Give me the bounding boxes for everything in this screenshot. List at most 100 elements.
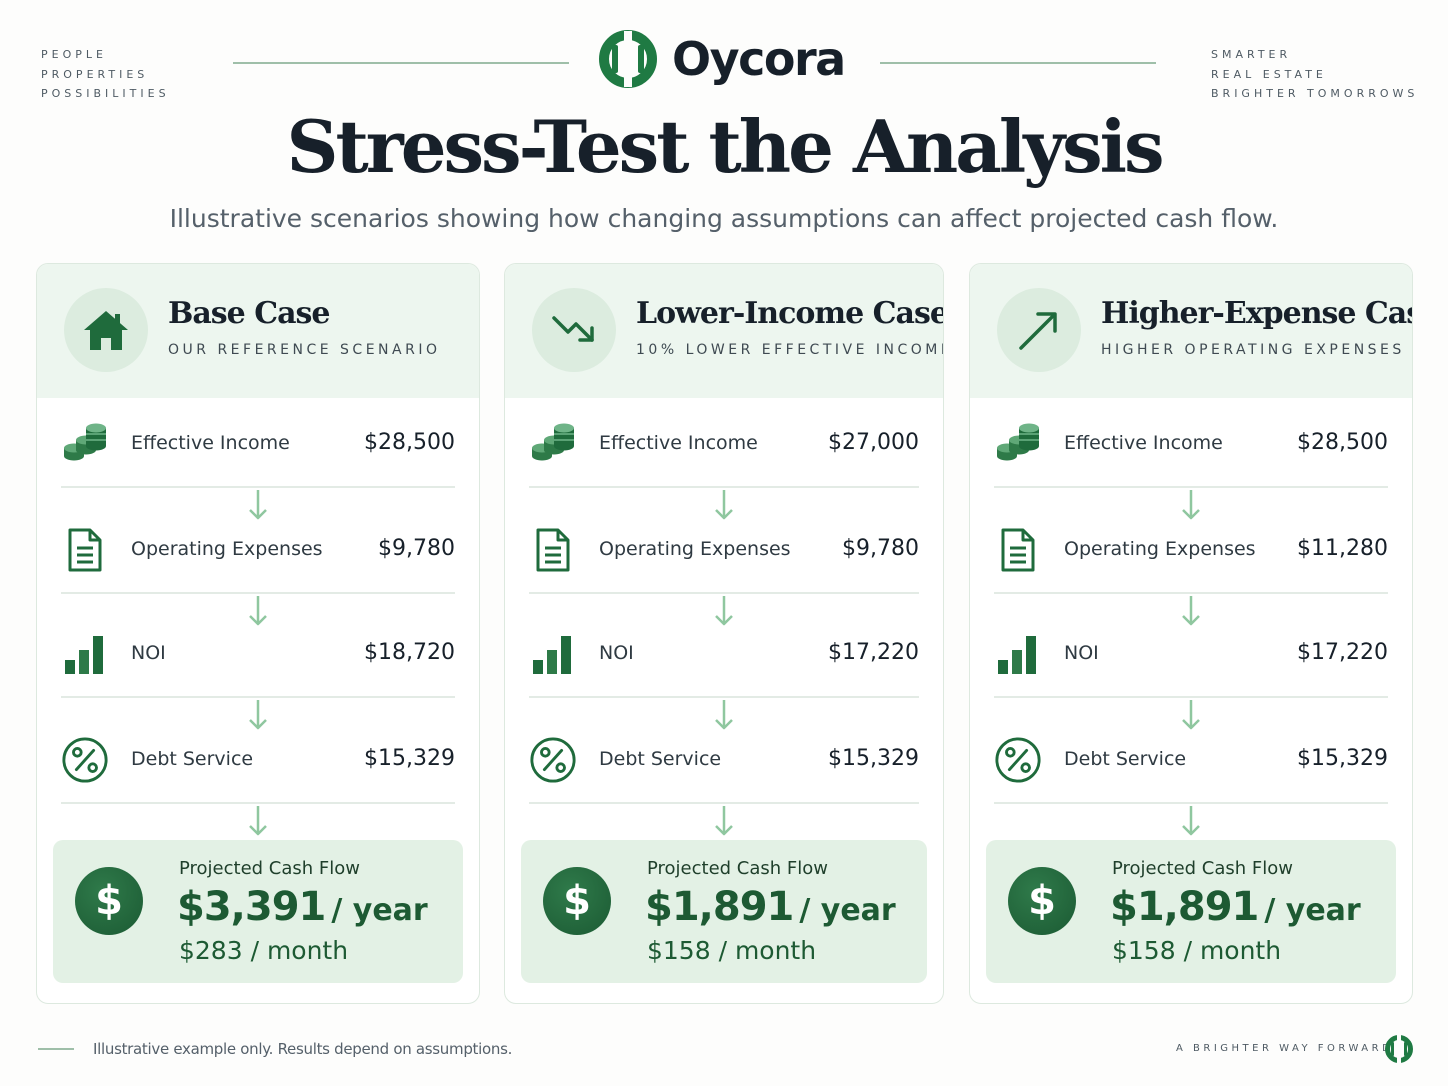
tagline-line: REAL ESTATE — [1211, 67, 1327, 81]
row-divider — [994, 486, 1388, 488]
cash-flow-monthly: $283 / month — [179, 936, 349, 965]
header-divider-right — [880, 62, 1156, 64]
bar-chart-icon — [529, 630, 577, 678]
arrow-down-icon — [714, 698, 734, 732]
row-value: $11,280 — [1297, 536, 1388, 561]
row-value: $28,500 — [1297, 430, 1388, 455]
coins-icon — [994, 420, 1042, 468]
cash-flow-label: Projected Cash Flow — [647, 858, 829, 879]
arrow-down-icon — [248, 488, 268, 522]
row-label: NOI — [1064, 642, 1099, 664]
arrow-down-icon — [1181, 488, 1201, 522]
row-divider — [61, 592, 455, 594]
tagline-line: SMARTER — [1211, 48, 1292, 61]
row-debt: Debt Service $15,329 — [994, 736, 1388, 788]
tagline-line: PROPERTIES — [41, 67, 149, 81]
cash-flow-annual: $1,891/ year — [1110, 884, 1361, 930]
percent-icon — [529, 736, 577, 784]
cash-flow-monthly: $158 / month — [647, 936, 817, 965]
row-noi: NOI $18,720 — [61, 630, 455, 682]
tagline-line: POSSIBILITIES — [41, 87, 170, 100]
cash-flow-label: Projected Cash Flow — [1112, 858, 1294, 879]
arrow-down-icon — [1181, 804, 1201, 838]
percent-icon — [61, 736, 109, 784]
footer-divider — [38, 1048, 74, 1050]
row-divider — [61, 696, 455, 698]
scenario-card: Higher-Expense Case HIGHER OPERATING EXPE… — [969, 263, 1413, 1004]
card-title: Lower-Income Case — [636, 296, 944, 331]
row-label: Effective Income — [1064, 432, 1223, 454]
arrow-down-icon — [248, 804, 268, 838]
row-value: $15,329 — [364, 746, 455, 771]
row-value: $17,220 — [828, 640, 919, 665]
cash-flow-panel: $ Projected Cash Flow $3,391/ year $283 / m… — [53, 840, 463, 983]
card-header: Base Case OUR REFERENCE SCENARIO — [37, 264, 479, 398]
oycora-logo-icon — [1385, 1035, 1413, 1063]
card-header: Lower-Income Case 10% LOWER EFFECTIVE INC… — [505, 264, 943, 398]
row-value: $17,220 — [1297, 640, 1388, 665]
row-divider — [529, 486, 919, 488]
card-subtitle: 10% LOWER EFFECTIVE INCOME — [636, 342, 944, 358]
footer-tagline: A BRIGHTER WAY FORWARD — [1176, 1043, 1394, 1054]
row-income: Effective Income $28,500 — [994, 420, 1388, 472]
trend-up-icon — [997, 288, 1081, 372]
arrow-down-icon — [248, 698, 268, 732]
dollar-icon: $ — [1008, 867, 1076, 935]
cash-flow-monthly: $158 / month — [1112, 936, 1282, 965]
row-label: Effective Income — [599, 432, 758, 454]
coins-icon — [529, 420, 577, 468]
percent-icon — [994, 736, 1042, 784]
arrow-down-icon — [714, 594, 734, 628]
brand-name: Oycora — [672, 32, 846, 86]
row-divider — [529, 802, 919, 804]
cash-flow-panel: $ Projected Cash Flow $1,891/ year $158 / m… — [521, 840, 927, 983]
scenario-card: Lower-Income Case 10% LOWER EFFECTIVE INC… — [504, 263, 944, 1004]
row-noi: NOI $17,220 — [994, 630, 1388, 682]
footer-note: Illustrative example only. Results depen… — [93, 1040, 513, 1058]
row-value: $15,329 — [828, 746, 919, 771]
cash-flow-annual-unit: / year — [799, 893, 896, 928]
cash-flow-annual: $1,891/ year — [645, 884, 896, 930]
card-header: Higher-Expense Case HIGHER OPERATING EXPE… — [970, 264, 1412, 398]
cash-flow-annual-value: $1,891 — [1110, 884, 1259, 930]
cash-flow-annual-value: $1,891 — [645, 884, 794, 930]
arrow-down-icon — [1181, 594, 1201, 628]
row-label: NOI — [131, 642, 166, 664]
row-label: Operating Expenses — [599, 538, 791, 560]
house-icon — [64, 288, 148, 372]
row-divider — [529, 696, 919, 698]
row-divider — [61, 486, 455, 488]
row-label: Effective Income — [131, 432, 290, 454]
row-divider — [529, 592, 919, 594]
dollar-icon: $ — [75, 867, 143, 935]
cash-flow-annual-unit: / year — [1264, 893, 1361, 928]
arrow-down-icon — [714, 804, 734, 838]
card-title: Higher-Expense Case — [1101, 296, 1413, 331]
tagline-line: BRIGHTER TOMORROWS — [1211, 87, 1419, 100]
oycora-logo-icon — [599, 30, 657, 88]
arrow-down-icon — [1181, 698, 1201, 732]
bar-chart-icon — [61, 630, 109, 678]
dollar-icon: $ — [543, 867, 611, 935]
row-value: $9,780 — [378, 536, 455, 561]
trend-down-icon — [532, 288, 616, 372]
row-label: Debt Service — [1064, 748, 1187, 770]
row-income: Effective Income $27,000 — [529, 420, 919, 472]
cash-flow-label: Projected Cash Flow — [179, 858, 361, 879]
document-icon — [529, 526, 577, 574]
page-title: Stress-Test the Analysis — [286, 104, 1165, 189]
row-divider — [994, 592, 1388, 594]
row-value: $27,000 — [828, 430, 919, 455]
row-expenses: Operating Expenses $9,780 — [529, 526, 919, 578]
brand-logo: Oycora — [598, 26, 846, 92]
row-divider — [61, 802, 455, 804]
tagline-line: PEOPLE — [41, 48, 107, 61]
cash-flow-annual-value: $3,391 — [177, 884, 326, 930]
cash-flow-annual-unit: / year — [331, 893, 428, 928]
row-value: $18,720 — [364, 640, 455, 665]
row-debt: Debt Service $15,329 — [61, 736, 455, 788]
row-value: $28,500 — [364, 430, 455, 455]
card-title: Base Case — [168, 296, 331, 331]
row-label: Debt Service — [599, 748, 722, 770]
row-label: NOI — [599, 642, 634, 664]
